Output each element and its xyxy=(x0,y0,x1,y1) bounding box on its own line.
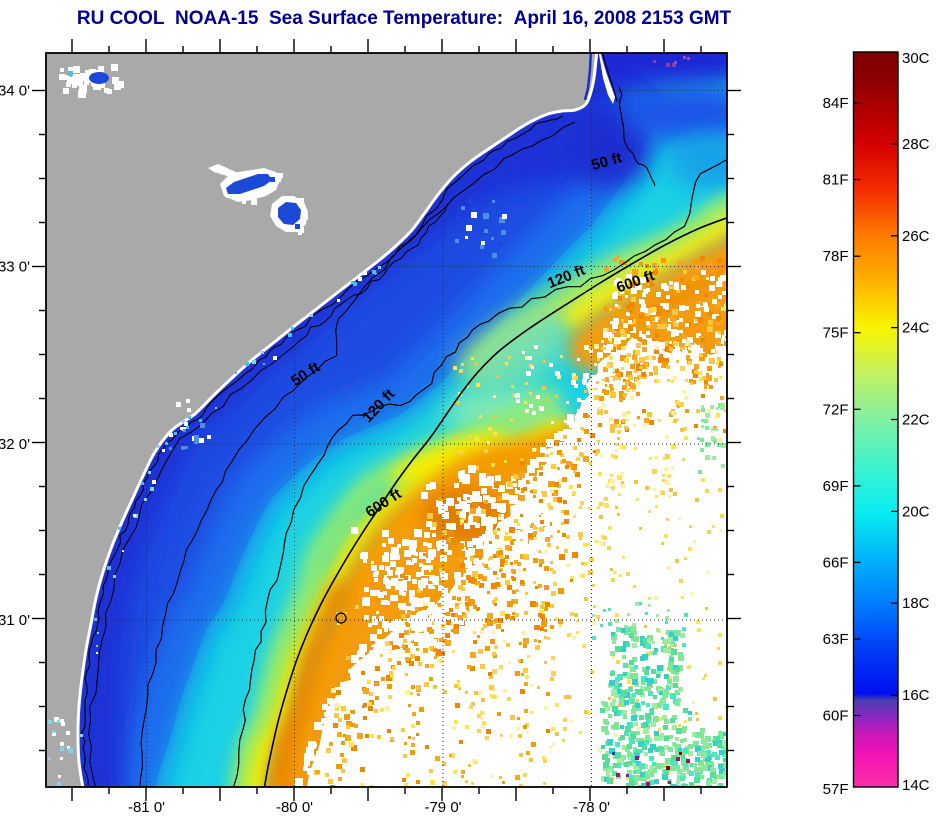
svg-text:72F: 72F xyxy=(823,401,849,418)
svg-text:16C: 16C xyxy=(902,687,930,704)
svg-text:24C: 24C xyxy=(902,320,930,337)
svg-text:63F: 63F xyxy=(823,631,849,648)
svg-text:28C: 28C xyxy=(902,136,930,153)
svg-text:14C: 14C xyxy=(902,777,930,794)
svg-text:30C: 30C xyxy=(902,50,930,67)
svg-text:-78 0': -78 0' xyxy=(573,799,610,816)
svg-text:22C: 22C xyxy=(902,411,930,428)
svg-text:-80 0': -80 0' xyxy=(276,799,313,816)
svg-text:32 0': 32 0' xyxy=(0,436,30,453)
svg-text:-81 0': -81 0' xyxy=(128,799,165,816)
svg-text:33 0': 33 0' xyxy=(0,258,30,275)
svg-text:26C: 26C xyxy=(902,228,930,245)
svg-text:78F: 78F xyxy=(823,248,849,265)
svg-text:57F: 57F xyxy=(823,781,849,798)
svg-text:75F: 75F xyxy=(823,325,849,342)
svg-text:RU COOL NOAA-15 Sea Surface: RU COOL NOAA-15 Sea Surface Temperature:… xyxy=(77,8,732,29)
svg-text:18C: 18C xyxy=(902,595,930,612)
svg-text:69F: 69F xyxy=(823,478,849,495)
svg-text:66F: 66F xyxy=(823,554,849,571)
svg-text:60F: 60F xyxy=(823,707,849,724)
svg-text:31 0': 31 0' xyxy=(0,612,30,629)
svg-text:34 0': 34 0' xyxy=(0,82,30,99)
svg-text:84F: 84F xyxy=(823,95,849,112)
svg-text:-79 0': -79 0' xyxy=(424,799,461,816)
svg-text:20C: 20C xyxy=(902,503,930,520)
svg-text:81F: 81F xyxy=(823,172,849,189)
